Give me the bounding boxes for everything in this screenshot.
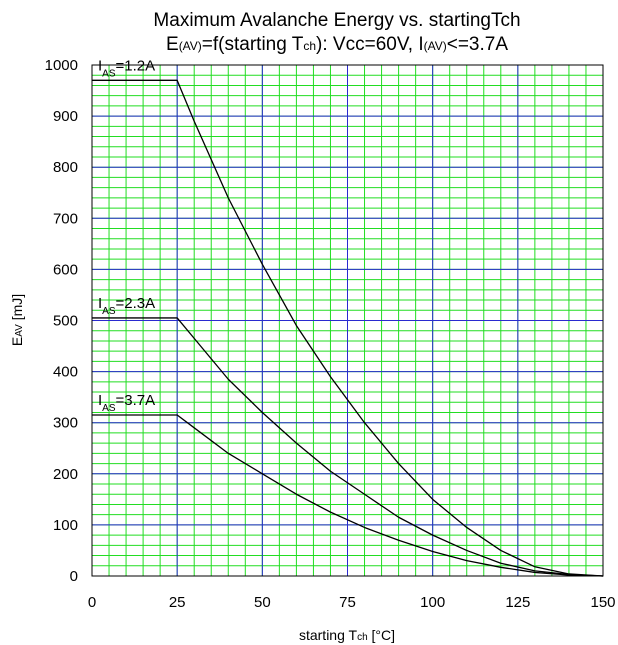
y-tick-label: 400: [53, 364, 78, 381]
x-tick-label: 50: [254, 594, 271, 611]
y-tick-label: 200: [53, 466, 78, 483]
y-tick-label: 800: [53, 159, 78, 176]
curve-labels: IAS=1.2A IAS=2.3A IAS=3.7A: [98, 57, 155, 414]
series-line-3: [92, 414, 604, 577]
y-tick-labels: 0 100 200 300 400 500 600 700 800 900 1000: [45, 57, 78, 585]
x-tick-label: 25: [169, 594, 186, 611]
x-axis-label: starting Tch [°C]: [299, 627, 395, 643]
series-label-1: IAS=1.2A: [98, 57, 155, 79]
series-line-2: [92, 317, 604, 577]
plot-frame: [91, 64, 604, 577]
x-tick-label: 150: [590, 594, 615, 611]
x-tick-label: 0: [88, 594, 96, 611]
y-axis-label: EAV [mJ]: [9, 294, 25, 346]
x-tick-label: 75: [339, 594, 356, 611]
y-tick-label: 0: [70, 568, 78, 585]
x-tick-label: 125: [505, 594, 530, 611]
y-tick-label: 600: [53, 261, 78, 278]
series-line-1: [92, 79, 604, 577]
y-tick-label: 1000: [45, 57, 78, 74]
y-tick-label: 300: [53, 415, 78, 432]
y-tick-label: 100: [53, 517, 78, 534]
chart-title-line1: Maximum Avalanche Energy vs. startingTch: [153, 10, 520, 31]
chart-title-line2: E(AV)=f(starting Tch): Vcc=60V, I(AV)<=3…: [166, 34, 508, 55]
curves: [92, 79, 604, 577]
x-tick-label: 100: [420, 594, 445, 611]
y-tick-label: 700: [53, 210, 78, 227]
y-tick-label: 900: [53, 108, 78, 125]
series-label-2: IAS=2.3A: [98, 295, 155, 317]
y-tick-label: 500: [53, 313, 78, 330]
x-tick-labels: 0 25 50 75 100 125 150: [88, 594, 616, 611]
series-label-3: IAS=3.7A: [98, 392, 155, 414]
